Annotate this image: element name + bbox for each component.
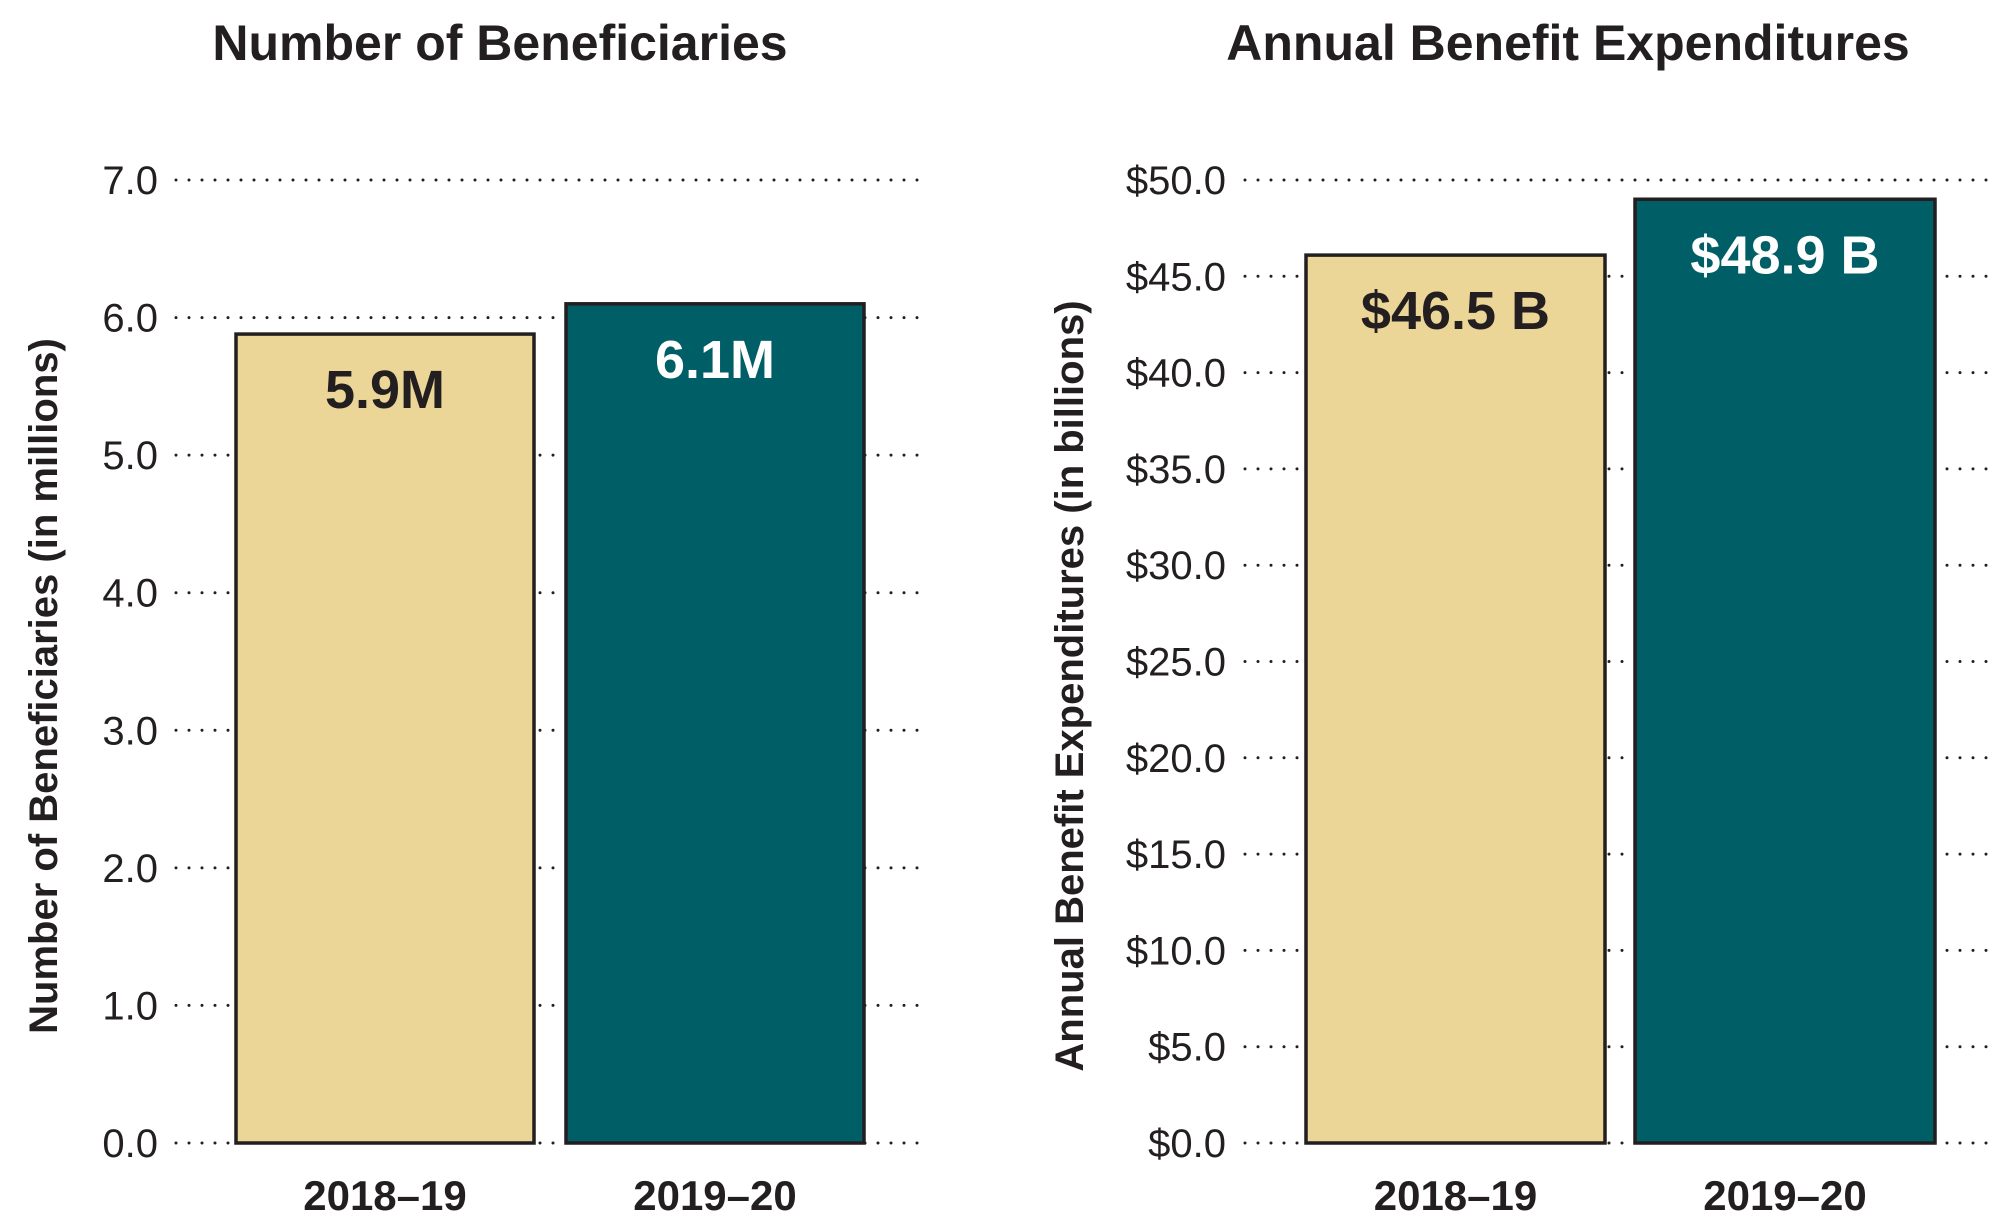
y-tick-label: $40.0 [1126,352,1226,396]
y-tick-label: 7.0 [102,159,158,203]
bar-2018–19 [1304,253,1607,1145]
chart-beneficiaries: Number of Beneficiaries Number of Benefi… [22,15,920,1219]
y-tick-label: $5.0 [1148,1026,1226,1070]
y-tick-label: 6.0 [102,297,158,341]
x-tick-label: 2018–19 [1374,1172,1538,1219]
y-tick-label: $0.0 [1148,1122,1226,1166]
y-tick-label: $35.0 [1126,448,1226,492]
y-tick-label: 5.0 [102,434,158,478]
data-label: 5.9M [325,360,445,420]
y-axis-label: Number of Beneficiaries (in millions) [22,338,66,1034]
y-tick-label: $25.0 [1126,641,1226,685]
y-axis-label: Annual Benefit Expenditures (in billions… [1048,300,1092,1071]
y-tick-label: 3.0 [102,709,158,753]
y-tick-label: $45.0 [1126,255,1226,299]
x-tick-label: 2018–19 [303,1172,467,1219]
data-label: $46.5 B [1361,281,1550,341]
data-label: 6.1M [655,330,775,390]
data-label: $48.9 B [1690,225,1879,285]
x-tick-label: 2019–20 [633,1172,797,1219]
bar-2018–19 [234,332,536,1145]
y-tick-label: $50.0 [1126,159,1226,203]
y-tick-label: $30.0 [1126,544,1226,588]
y-tick-label: $15.0 [1126,833,1226,877]
y-tick-label: 4.0 [102,572,158,616]
y-tick-label: $20.0 [1126,737,1226,781]
y-tick-label: 0.0 [102,1122,158,1166]
chart-title: Number of Beneficiaries [212,15,787,71]
y-tick-label: 1.0 [102,984,158,1028]
chart-expenditures: Annual Benefit Expenditures Annual Benef… [1048,15,1992,1219]
bar-2019–20 [564,302,866,1145]
x-tick-label: 2019–20 [1703,1172,1867,1219]
chart-title: Annual Benefit Expenditures [1226,15,1909,71]
y-tick-label: $10.0 [1126,929,1226,973]
y-tick-label: 2.0 [102,847,158,891]
bar-2019–20 [1633,197,1937,1145]
